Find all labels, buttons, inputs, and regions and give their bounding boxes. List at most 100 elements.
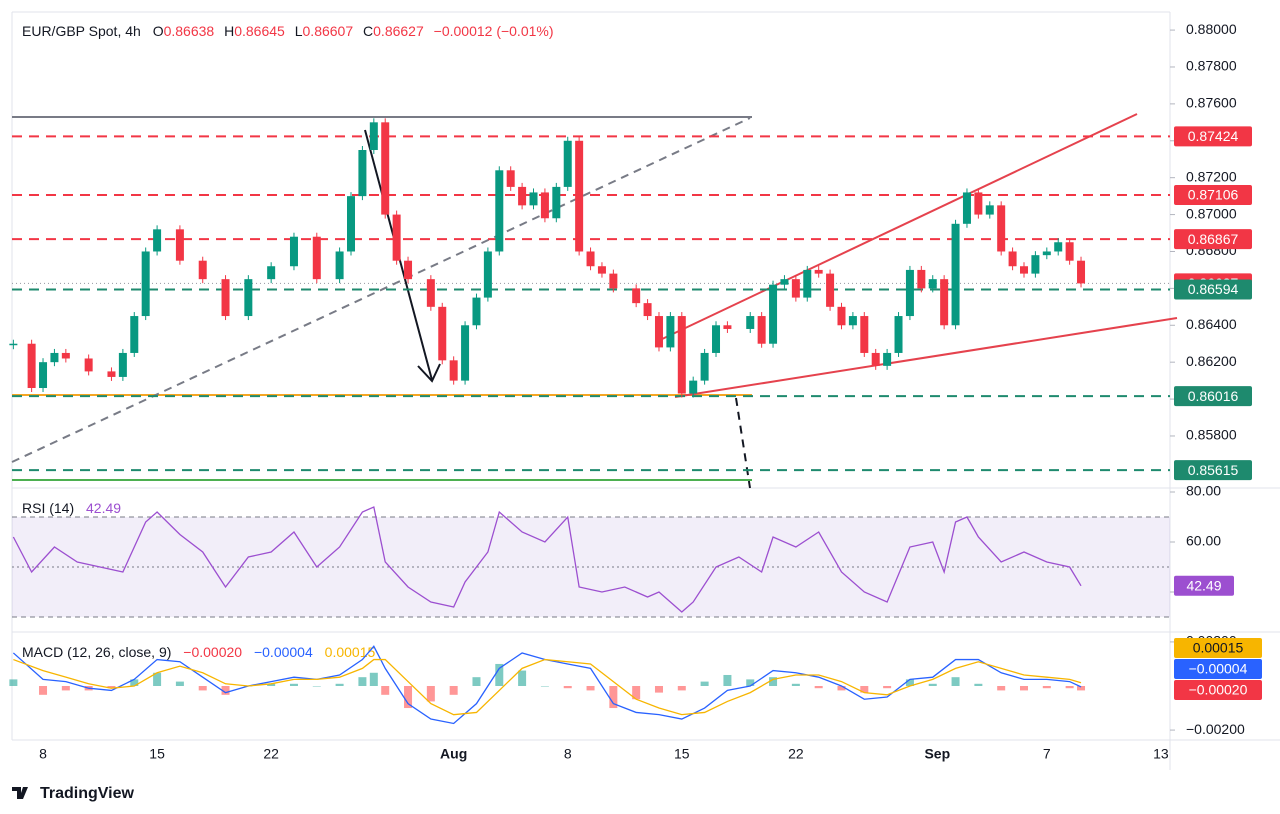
x-tick-label: 15	[149, 746, 165, 762]
macd-histogram-bar	[769, 677, 778, 686]
candle	[175, 229, 184, 261]
price-tag	[1174, 460, 1252, 481]
candle	[404, 260, 413, 280]
candle	[1077, 260, 1086, 284]
ohlc-key: H	[224, 23, 234, 39]
candle	[141, 251, 150, 317]
macd-histogram-bar	[951, 677, 960, 686]
candle	[597, 266, 606, 274]
candle	[540, 192, 549, 219]
candle	[791, 279, 800, 298]
candle	[1008, 251, 1017, 267]
candle	[107, 371, 116, 377]
macd-histogram-bar	[495, 663, 504, 686]
ohlc-key: O	[153, 23, 164, 39]
candle	[347, 196, 356, 252]
candle	[426, 279, 435, 307]
macd-tag	[1174, 659, 1262, 679]
candle	[381, 122, 390, 215]
y-tick-label: −0.00200	[1186, 721, 1245, 737]
candle	[712, 325, 721, 353]
candle	[746, 316, 755, 329]
y-tick-label: 60.00	[1186, 533, 1221, 549]
candle	[848, 316, 857, 326]
macd-histogram-bar	[107, 686, 116, 689]
macd-histogram-bar	[860, 686, 869, 693]
macd-legend-value: 0.00015	[325, 644, 376, 660]
drawings	[11, 113, 1178, 489]
candle	[769, 284, 778, 344]
candle	[757, 316, 766, 344]
macd-histogram-bar	[312, 686, 321, 687]
candle	[586, 251, 595, 267]
rsi-title: RSI (14)	[22, 500, 74, 516]
macd-histogram-bar	[381, 686, 390, 695]
candle	[289, 236, 298, 267]
macd-histogram-bar	[472, 677, 481, 686]
macd-tag	[1174, 680, 1262, 700]
candle	[905, 269, 914, 317]
y-tick-label: 80.00	[1186, 483, 1221, 499]
price-tag-label: 0.87106	[1188, 187, 1239, 203]
price-tag-label: 0.86016	[1188, 388, 1239, 404]
macd-histogram-bar	[814, 686, 823, 689]
price-tag-label: 0.87424	[1188, 128, 1239, 144]
candle	[985, 205, 994, 215]
macd-histogram-bar	[267, 683, 276, 686]
macd-histogram-bar	[39, 686, 48, 695]
candle	[244, 279, 253, 317]
price-tag	[1174, 229, 1252, 250]
macd-line	[13, 658, 1082, 716]
price-tag	[1174, 386, 1252, 407]
rsi-value: 42.49	[86, 500, 121, 516]
candle	[130, 316, 139, 353]
macd-histogram-bar	[1019, 686, 1028, 691]
candle	[552, 186, 561, 219]
macd-histogram-bar	[974, 683, 983, 686]
candle	[837, 306, 846, 326]
macd-histogram-bar	[61, 686, 70, 691]
macd-histogram-bar	[358, 677, 367, 686]
candle	[974, 192, 983, 215]
candle	[267, 266, 276, 280]
macd-histogram-bar	[369, 672, 378, 686]
x-tick-label: Sep	[924, 746, 950, 762]
price-tag-label: 0.86867	[1188, 231, 1239, 247]
macd-histogram-bar	[335, 683, 344, 686]
rsi-tag	[1174, 575, 1234, 596]
candle	[666, 316, 675, 348]
rsi-line	[12, 506, 1082, 613]
macd-tag-label: −0.00020	[1189, 682, 1248, 698]
candle	[392, 214, 401, 261]
macd-legend-value: −0.00004	[254, 644, 313, 660]
candle	[335, 251, 344, 280]
macd-histogram-bar	[1077, 686, 1086, 691]
macd-histogram-bar	[905, 679, 914, 686]
candle	[962, 192, 971, 224]
y-tick-label: 0.87800	[1186, 58, 1237, 74]
candle	[198, 260, 207, 280]
macd-histogram-bar	[518, 670, 527, 686]
candle	[700, 352, 709, 381]
macd-title: MACD (12, 26, close, 9)	[22, 644, 171, 660]
candle	[643, 303, 652, 317]
price-tag	[1174, 126, 1252, 147]
macd-header: MACD (12, 26, close, 9) −0.00020 −0.0000…	[22, 644, 375, 660]
candle	[518, 186, 527, 206]
macd-histogram-bar	[928, 683, 937, 686]
x-tick-label: 13	[1153, 746, 1169, 762]
candle	[917, 269, 926, 289]
candle	[997, 205, 1006, 252]
macd-histogram-bar	[198, 686, 207, 691]
candle	[563, 140, 572, 187]
macd-histogram-bar	[1042, 686, 1051, 689]
candle	[826, 273, 835, 307]
candle	[609, 273, 618, 289]
candle	[312, 236, 321, 280]
candle	[1065, 242, 1074, 261]
macd-histogram-bar	[632, 686, 641, 700]
x-tick-label: 22	[788, 746, 804, 762]
candle	[529, 192, 538, 206]
candle	[495, 170, 504, 252]
candle	[860, 316, 869, 353]
